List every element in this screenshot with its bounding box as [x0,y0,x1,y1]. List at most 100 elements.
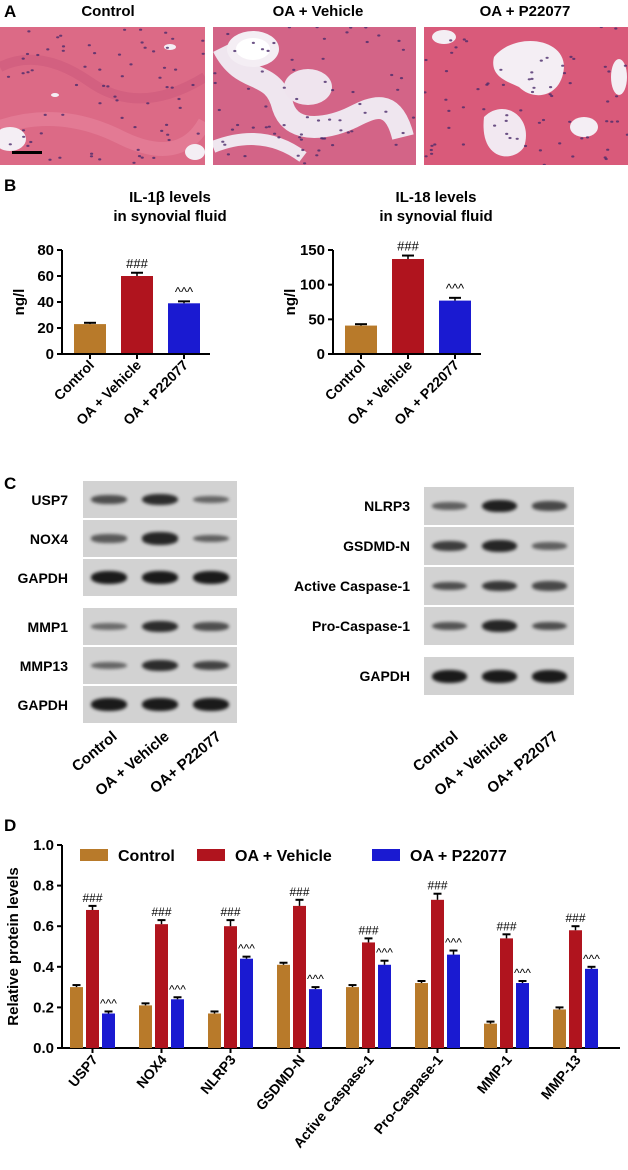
protein-band [193,534,230,543]
y-tick-label: 0.6 [33,918,54,935]
significance-marker: ### [82,891,102,905]
protein-band [193,495,230,504]
significance-marker: ### [358,923,378,937]
protein-band [481,669,517,683]
significance-marker: ### [151,905,171,919]
protein-band [431,621,467,631]
bar [70,987,83,1048]
legend-swatch [372,849,400,861]
protein-band [142,659,178,672]
significance-marker: ^^^ [445,936,462,950]
significance-marker: ^^^ [307,972,324,986]
panel-b-letter: B [4,176,17,195]
protein-band [90,661,127,670]
blot-label: NLRP3 [364,498,410,514]
significance-marker: ^^^ [169,982,186,996]
il18-y-tick-label: 0 [317,346,325,363]
bar [415,983,428,1048]
blot-strip [83,481,237,518]
blot-strip [424,607,574,645]
bar [155,924,168,1048]
il1b-significance-marker: ### [126,256,148,271]
histology-image-oa-vehicle [213,27,416,165]
bar [208,1013,221,1048]
il18-bar [439,300,471,354]
il18-bar [345,325,377,354]
protein-band [90,571,127,584]
protein-band [531,669,567,683]
protein-band [531,581,567,591]
legend-label: OA + P22077 [410,848,507,865]
protein-band [142,571,178,584]
significance-marker: ^^^ [583,952,600,966]
bar [139,1005,152,1048]
blot-strip [83,647,237,684]
protein-band [142,620,178,633]
protein-band [142,493,178,506]
bar [431,899,444,1048]
blot-label: Pro-Caspase-1 [311,618,410,634]
blot-label: NOX4 [29,530,68,547]
il18-title-line1: IL-18 levels [395,189,477,206]
blot-strip [424,527,574,565]
il18-title-line2: in synovial fluid [379,208,493,225]
il1b-bar [121,276,153,354]
bar [378,964,391,1048]
blot-label: GAPDH [17,696,68,713]
il1b-y-axis-label: ng/l [11,289,28,316]
x-tick-label: NLRP3 [197,1051,239,1097]
protein-band [90,698,127,711]
bar [86,909,99,1048]
il18-significance-marker: ^^^ [446,281,465,296]
protein-band [481,580,517,592]
protein-band [193,571,230,584]
il1b-bar [168,303,200,354]
protein-band [142,698,178,711]
il1b-y-tick-label: 80 [37,242,54,259]
protein-band [193,698,230,711]
bar [102,1013,115,1048]
il1b-title-line2: in synovial fluid [113,208,227,225]
blot-label: MMP1 [27,618,68,635]
panel-c-letter: C [4,474,17,493]
y-tick-label: 1.0 [33,837,54,854]
protein-band [481,499,517,513]
legend-swatch [80,849,108,861]
blot-label: Active Caspase-1 [294,578,410,594]
significance-marker: ^^^ [100,996,117,1010]
histo-label-control: Control [81,3,135,20]
significance-marker: ### [565,911,585,925]
il1b-significance-marker: ^^^ [175,284,194,299]
il1b-y-tick-label: 0 [46,346,54,363]
x-tick-label: GSDMD-N [253,1052,308,1114]
significance-marker: ### [220,905,240,919]
bar [171,999,184,1048]
protein-band [431,502,467,510]
legend-label: Control [118,848,175,865]
protein-band [431,540,467,552]
protein-band [431,581,467,591]
il1b-y-tick-label: 20 [37,320,54,337]
il1b-y-tick-label: 60 [37,268,54,285]
x-tick-label: NOX4 [133,1051,170,1091]
il1b-title-line1: IL-1β levels [129,189,211,206]
blot-strip [83,608,237,645]
il1b-chart-title: IL-1β levels in synovial fluid [70,188,270,226]
protein-band [142,532,178,545]
significance-marker: ^^^ [376,946,393,960]
y-tick-label: 0.2 [33,999,54,1016]
il1b-bar [74,324,106,354]
legend-label: OA + Vehicle [235,848,332,865]
significance-marker: ### [427,879,447,893]
il18-y-tick-label: 100 [300,277,325,294]
bar [569,930,582,1048]
blot-label: GSDMD-N [343,538,410,554]
significance-marker: ### [289,885,309,899]
protein-band [193,660,230,671]
bar [240,958,253,1048]
blot-strip [424,487,574,525]
